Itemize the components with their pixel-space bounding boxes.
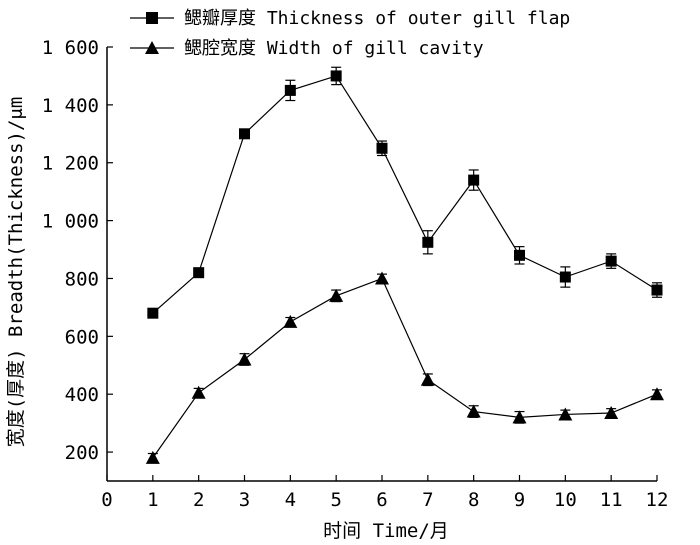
x-tick-label: 3 xyxy=(239,489,250,511)
y-axis-ticks: 200 400 600 800 1 000 1 200 1 400 1 600 xyxy=(42,37,113,464)
data-point xyxy=(237,352,252,366)
x-tick-label: 11 xyxy=(600,489,623,511)
data-point xyxy=(239,128,250,140)
legend-label-thickness: 鳃瓣厚度 Thickness of outer gill flap xyxy=(184,8,570,29)
data-point xyxy=(284,84,296,96)
data-point xyxy=(193,267,205,279)
x-tick-label: 7 xyxy=(422,489,433,511)
x-axis-title: 时间 Time/月 xyxy=(323,520,449,542)
y-tick-label: 600 xyxy=(65,326,99,348)
data-point xyxy=(468,174,480,186)
x-tick-label: 9 xyxy=(514,489,525,511)
x-tick-label: 0 xyxy=(101,489,112,511)
y-tick-label: 200 xyxy=(65,442,99,464)
data-point xyxy=(145,450,160,464)
data-point xyxy=(512,410,527,424)
data-point xyxy=(604,406,619,420)
data-point xyxy=(650,387,664,401)
x-axis-ticks: 0 1 2 3 4 5 6 7 8 9 10 11 12 xyxy=(101,475,668,511)
x-tick-label: 12 xyxy=(646,489,669,511)
series-cavity xyxy=(145,271,664,464)
axes xyxy=(106,47,657,482)
data-point xyxy=(466,404,481,418)
legend-triangle-marker xyxy=(145,41,159,54)
data-point xyxy=(191,385,206,399)
data-point xyxy=(558,407,573,421)
y-tick-label: 1 600 xyxy=(42,37,99,59)
data-point xyxy=(605,255,617,267)
data-point xyxy=(422,236,434,248)
data-point xyxy=(283,314,298,328)
y-tick-label: 1 000 xyxy=(42,211,99,233)
data-point xyxy=(559,271,571,283)
legend-label-cavity: 鳃腔宽度 Width of gill cavity xyxy=(184,38,484,59)
data-point xyxy=(330,70,342,82)
data-point xyxy=(514,249,525,261)
y-tick-label: 400 xyxy=(65,384,99,406)
legend-item-cavity: 鳃腔宽度 Width of gill cavity xyxy=(130,38,484,59)
legend: 鳃瓣厚度 Thickness of outer gill flap 鳃腔宽度 W… xyxy=(130,8,570,59)
series-line xyxy=(152,277,658,459)
x-tick-label: 8 xyxy=(468,489,479,511)
data-point xyxy=(376,142,388,154)
data-point xyxy=(420,372,435,386)
x-tick-label: 10 xyxy=(554,489,577,511)
data-point xyxy=(651,284,663,296)
x-tick-label: 2 xyxy=(193,489,204,511)
plot-series xyxy=(145,66,664,464)
y-tick-label: 800 xyxy=(65,268,99,290)
legend-square-marker xyxy=(146,12,158,24)
y-tick-label: 1 400 xyxy=(42,95,99,117)
series-thickness xyxy=(147,66,663,319)
x-tick-label: 1 xyxy=(147,489,158,511)
y-tick-label: 1 200 xyxy=(42,153,99,175)
legend-item-thickness: 鳃瓣厚度 Thickness of outer gill flap xyxy=(130,8,570,29)
data-point xyxy=(147,307,159,319)
series-line xyxy=(152,75,658,314)
y-axis-title: 宽度(厚度) Breadth(Thickness)/μm xyxy=(5,97,27,448)
x-tick-label: 5 xyxy=(330,489,341,511)
x-tick-label: 4 xyxy=(285,489,296,511)
x-tick-label: 6 xyxy=(376,489,387,511)
data-point xyxy=(375,271,389,285)
data-point xyxy=(329,288,344,302)
